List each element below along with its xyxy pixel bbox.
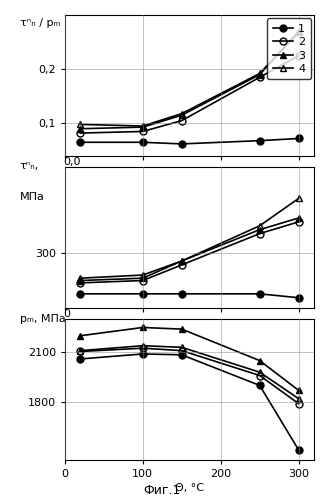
Legend: 1, 2, 3, 4: 1, 2, 3, 4 <box>267 18 311 80</box>
Text: 0: 0 <box>64 308 71 318</box>
Text: Фиг.1: Фиг.1 <box>143 484 181 498</box>
Text: pₘ, МПа: pₘ, МПа <box>20 314 66 324</box>
Text: τⁿₙ / pₘ: τⁿₙ / pₘ <box>20 18 60 28</box>
X-axis label: Θ, °C: Θ, °C <box>175 483 204 493</box>
Text: МПа: МПа <box>20 192 45 202</box>
Text: τⁿₙ,: τⁿₙ, <box>20 162 39 172</box>
Text: 0,0: 0,0 <box>64 156 81 166</box>
